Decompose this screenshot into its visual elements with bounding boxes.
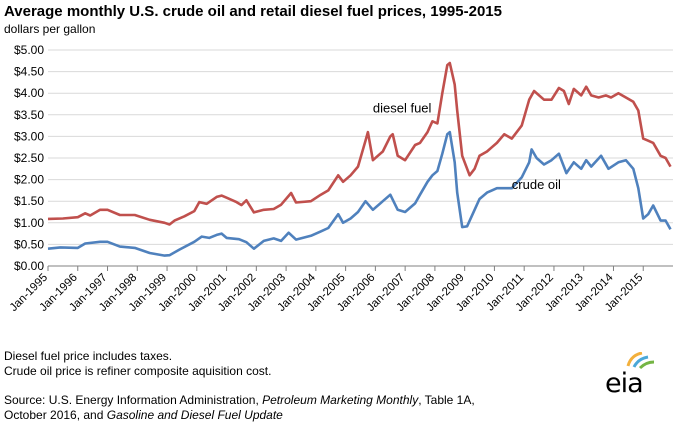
source-prefix: Source: U.S. Energy Information Administ… [4,393,263,407]
source-citation: Source: U.S. Energy Information Administ… [4,393,564,423]
chart-notes: Diesel fuel price includes taxes. Crude … [4,349,271,379]
eia-logo-icon [626,352,655,370]
y-tick-label: $1.00 [14,216,44,230]
series-line-diesel-fuel [47,61,672,226]
series-lines [47,61,672,257]
y-tick-label: $2.50 [14,151,44,165]
gridlines [48,49,673,267]
y-tick-label: $4.00 [14,86,44,100]
y-axis-ticks: $0.00 $0.50 $1.00 $1.50 $2.00 $2.50 $3.00 $3.50… [14,43,44,273]
note-line-2: Crude oil price is refiner composite aqu… [4,364,272,378]
y-tick-label: $4.50 [14,65,44,79]
y-tick-label: $1.50 [14,194,44,208]
chart-title: Average monthly U.S. crude oil and retai… [4,3,502,20]
eia-logo-text: eia [605,368,644,399]
series-line-crude-oil [47,130,672,257]
annotation-crude-oil: crude oil [512,177,561,192]
y-tick-label: $0.50 [14,237,44,251]
source-publication-1: Petroleum Marketing Monthly [262,393,419,407]
y-tick-label: $3.50 [14,108,44,122]
source-publication-2: Gasoline and Diesel Fuel Update [106,408,283,422]
series-annotations: diesel fuel crude oil [373,101,561,192]
source-line2-prefix: October 2016, and [4,408,107,422]
source-mid: , Table 1A, [418,393,475,407]
y-tick-label: $0.00 [14,259,44,273]
y-tick-label: $3.00 [14,129,44,143]
x-axis-ticks: Jan-1995Jan-1996Jan-1997Jan-1998Jan-1999… [8,266,645,314]
note-line-1: Diesel fuel price includes taxes. [4,349,173,363]
y-tick-label: $2.00 [14,173,44,187]
y-tick-label: $5.00 [14,43,44,57]
y-axis-unit-label: dollars per gallon [4,22,96,36]
annotation-diesel-fuel: diesel fuel [373,101,432,116]
line-chart: $0.00 $0.50 $1.00 $1.50 $2.00 $2.50 $3.00 $3.50… [8,43,673,314]
